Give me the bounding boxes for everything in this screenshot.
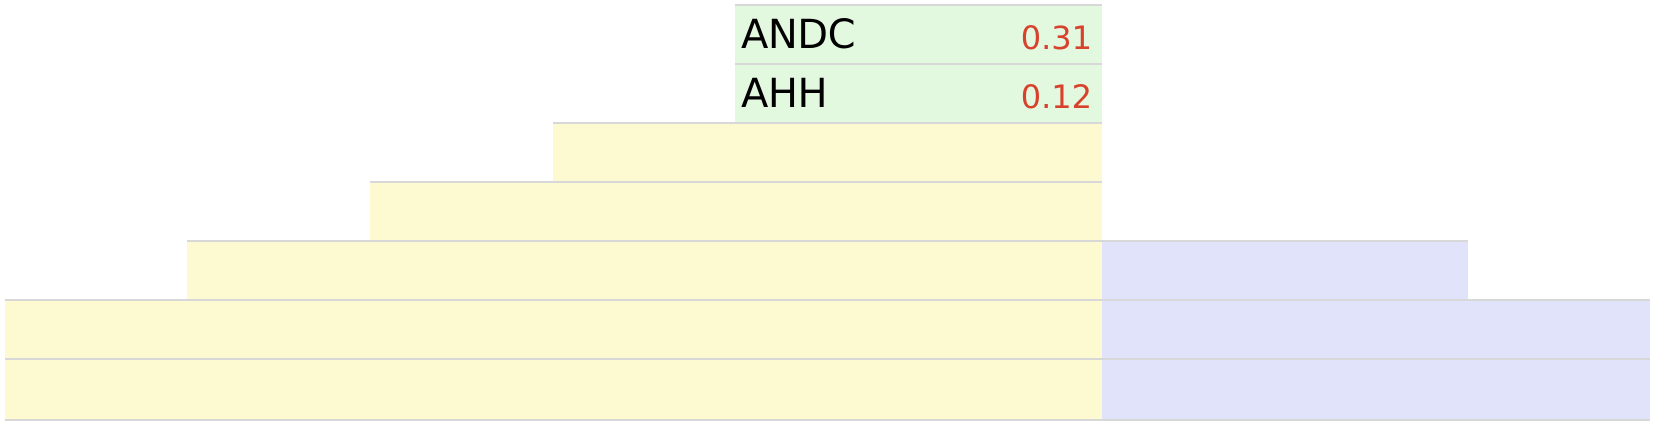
- metric-row-andc: ANDC 0.31: [735, 4, 1102, 63]
- metric-value-andc: 0.31: [1020, 19, 1092, 57]
- yellow-block-row-6: [5, 299, 1102, 358]
- blue-block-row-7: [1102, 358, 1650, 421]
- metric-label-andc: ANDC: [741, 12, 856, 58]
- yellow-block-row-3: [553, 122, 1102, 181]
- blue-block-row-6: [1102, 299, 1650, 358]
- blue-block-row-5: [1102, 240, 1468, 299]
- metric-value-ahh: 0.12: [1020, 78, 1092, 116]
- yellow-block-row-4: [370, 181, 1102, 240]
- metric-row-ahh: AHH 0.12: [735, 63, 1102, 122]
- yellow-block-row-7: [5, 358, 1102, 421]
- yellow-block-row-5: [187, 240, 1102, 299]
- metric-label-ahh: AHH: [741, 71, 828, 117]
